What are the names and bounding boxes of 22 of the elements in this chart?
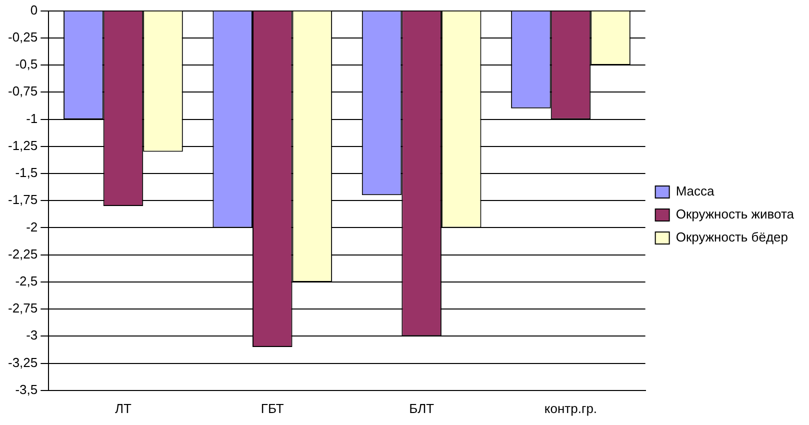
y-tick-label: -2 [26, 219, 38, 234]
y-tick-label: -0,5 [15, 56, 38, 72]
y-tick-label: -1,5 [15, 165, 38, 180]
y-tick-label: -2,5 [15, 274, 38, 289]
y-tick-label: -1,25 [8, 138, 38, 153]
y-tick-label: 0 [30, 2, 38, 18]
y-tick-label: -1,75 [8, 192, 38, 208]
y-tick-label: -1 [26, 110, 38, 126]
x-tick-label: ЛТ [114, 400, 132, 416]
y-tick-label: -3,5 [15, 382, 38, 397]
legend-label: Масса [676, 184, 716, 199]
y-tick-label: -0,75 [8, 84, 38, 99]
x-tick-label: ГБТ [260, 400, 284, 416]
legend-label: Окружность живота [676, 206, 795, 222]
legend-label: Окружность бёдер [676, 230, 788, 245]
y-tick-label: -3,25 [8, 354, 38, 370]
y-tick-label: -2,75 [8, 300, 38, 316]
x-tick-label: контр.гр. [544, 400, 598, 416]
y-tick-label: -0,25 [8, 29, 38, 44]
y-tick-label: -3 [26, 328, 38, 343]
y-tick-label: -2,25 [8, 246, 38, 262]
x-tick-label: БЛТ [409, 400, 434, 416]
